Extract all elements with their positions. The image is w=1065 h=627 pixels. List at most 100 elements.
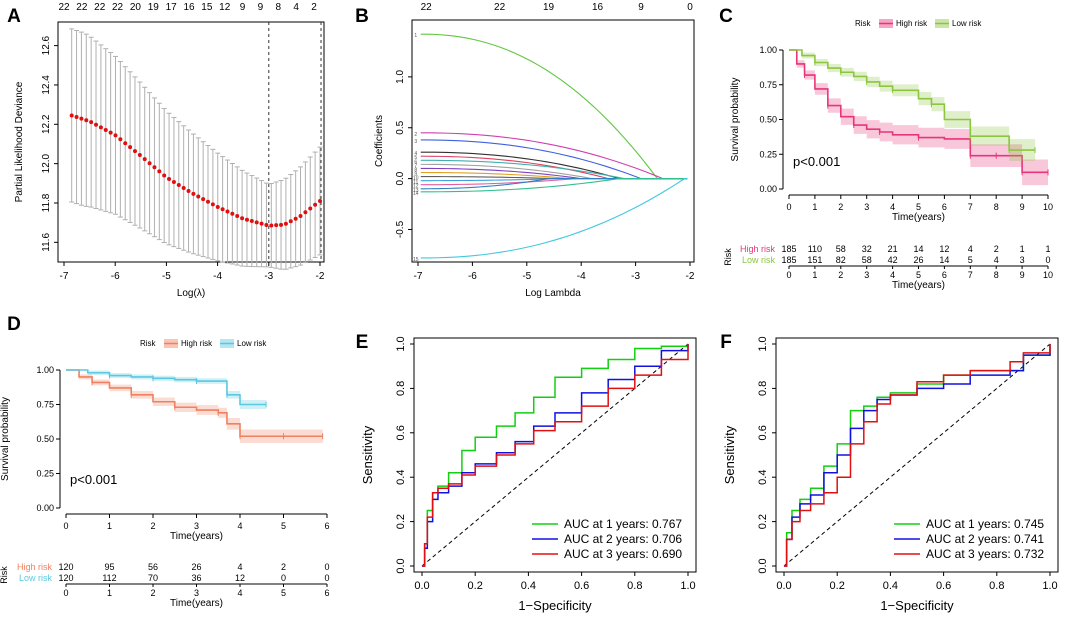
cv-point — [308, 206, 313, 211]
coef-path-7 — [420, 163, 688, 180]
risk-count: 3 — [1020, 255, 1025, 265]
y-tick-label: 1.0 — [757, 336, 769, 351]
y-tick-label: 0.6 — [395, 425, 407, 440]
risk-count: 58 — [862, 255, 872, 265]
cv-point — [225, 209, 230, 214]
panel-c-chart: Risk High risk Low risk0.000.250.500.751.0… — [723, 19, 1053, 291]
roc-curve-3 — [784, 344, 1051, 567]
top-axis-label: 9 — [240, 2, 246, 13]
coef-path-6 — [420, 159, 688, 180]
x-tick-label: -5 — [522, 271, 531, 282]
cv-point — [244, 217, 249, 222]
top-axis-label: 20 — [130, 2, 142, 13]
plot-frame — [413, 337, 697, 573]
y-tick-label: 1.00 — [759, 45, 777, 55]
legend-label: AUC at 2 years: 0.741 — [926, 532, 1044, 546]
risk-count: 36 — [191, 573, 201, 583]
risk-row-label: High risk — [17, 562, 53, 572]
x-tick-label: -7 — [414, 271, 423, 282]
risk-count: 32 — [862, 244, 872, 254]
coef-index: 12 — [413, 184, 419, 190]
x-tick-label: 9 — [1020, 202, 1025, 212]
risk-tick-label: 6 — [942, 270, 947, 280]
risk-tick-label: 10 — [1043, 270, 1053, 280]
risk-count: 14 — [939, 255, 949, 265]
top-axis-label: 22 — [94, 2, 106, 13]
x-tick-label: -6 — [111, 271, 120, 282]
legend: Risk High risk Low risk — [855, 19, 982, 28]
y-tick-label: 0.50 — [36, 434, 54, 444]
top-axis-label: 22 — [494, 2, 506, 13]
risk-count: 1 — [1020, 244, 1025, 254]
x-tick-label: 0.8 — [627, 580, 642, 592]
y-axis-title: Partial Likelihood Deviance — [14, 81, 25, 202]
x-tick-label: 1 — [812, 202, 817, 212]
x-axis-title: Log Lambda — [525, 288, 581, 299]
p-value-annotation: p<0.001 — [70, 472, 117, 487]
legend-label: High risk — [181, 339, 213, 348]
top-axis-label: 22 — [112, 2, 124, 13]
top-axis-label: 9 — [258, 2, 264, 13]
risk-tick-label: 5 — [281, 588, 286, 598]
risk-count: 2 — [281, 562, 286, 572]
cv-point — [157, 169, 162, 174]
coef-path-14 — [420, 178, 688, 193]
top-axis-label: 19 — [543, 2, 555, 13]
coef-index: 7 — [414, 163, 417, 169]
y-tick-label: 0.75 — [36, 400, 54, 410]
coef-path-8 — [420, 167, 688, 180]
coef-index: 6 — [414, 159, 417, 165]
cv-point — [181, 186, 186, 191]
risk-count: 1 — [1045, 244, 1050, 254]
risk-count: 58 — [836, 244, 846, 254]
x-tick-label: -4 — [213, 271, 222, 282]
ci-band-1 — [789, 50, 1048, 186]
x-tick-label: 5 — [281, 521, 286, 531]
coef-index: 4 — [414, 151, 417, 157]
x-tick-label: 0.4 — [521, 580, 536, 592]
x-tick-label: 4 — [890, 202, 895, 212]
x-tick-label: -7 — [60, 271, 69, 282]
top-axis-label: 16 — [183, 2, 195, 13]
cv-point — [210, 202, 215, 207]
cv-point — [89, 120, 94, 125]
cv-point — [279, 222, 284, 227]
cv-point — [98, 125, 103, 130]
cv-point — [176, 183, 181, 188]
cv-point — [206, 199, 211, 204]
risk-table-title: Risk — [723, 248, 733, 266]
cv-point — [69, 113, 74, 118]
panel-f-chart: 0.0 0.2 0.4 0.6 0.8 1.0 0.0 0.2 0.4 0.6 0.8 1.0 1−Sp… — [722, 336, 1059, 613]
panel-label-F: F — [720, 332, 732, 353]
cv-point — [240, 216, 245, 221]
risk-count: 112 — [102, 573, 116, 583]
coef-path-4 — [420, 151, 688, 180]
risk-count: 82 — [836, 255, 846, 265]
x-tick-label: 0.0 — [414, 580, 429, 592]
y-tick-label: 11.8 — [41, 193, 52, 212]
coef-path-1 — [420, 33, 688, 180]
x-tick-label: -2 — [316, 271, 325, 282]
y-tick-label: 11.6 — [41, 233, 52, 252]
legend-label: AUC at 3 years: 0.732 — [926, 547, 1044, 561]
y-axis-title: Survival probability — [0, 397, 11, 481]
top-axis-label: 22 — [421, 2, 433, 13]
y-axis-title: Sensitivity — [360, 425, 375, 484]
coef-path-2 — [420, 132, 688, 180]
risk-count: 21 — [888, 244, 898, 254]
legend: Risk High risk Low risk — [140, 339, 267, 348]
coef-index: 3 — [414, 139, 417, 145]
x-axis-title: Time(years) — [170, 531, 223, 542]
y-tick-label: 0.50 — [759, 115, 777, 125]
risk-count: 185 — [781, 255, 796, 265]
risk-row-label: High risk — [740, 244, 776, 254]
risk-count: 151 — [807, 255, 822, 265]
cv-point — [132, 149, 137, 154]
top-axis-label: 9 — [638, 2, 644, 13]
plot-frame — [775, 337, 1059, 573]
cv-point — [118, 137, 123, 142]
panel-d-chart: Risk High risk Low risk0.000.250.500.751.0… — [0, 339, 330, 609]
x-tick-label: 0.2 — [830, 580, 845, 592]
y-tick-label: 12.4 — [41, 75, 52, 95]
top-axis-label: 8 — [276, 2, 282, 13]
